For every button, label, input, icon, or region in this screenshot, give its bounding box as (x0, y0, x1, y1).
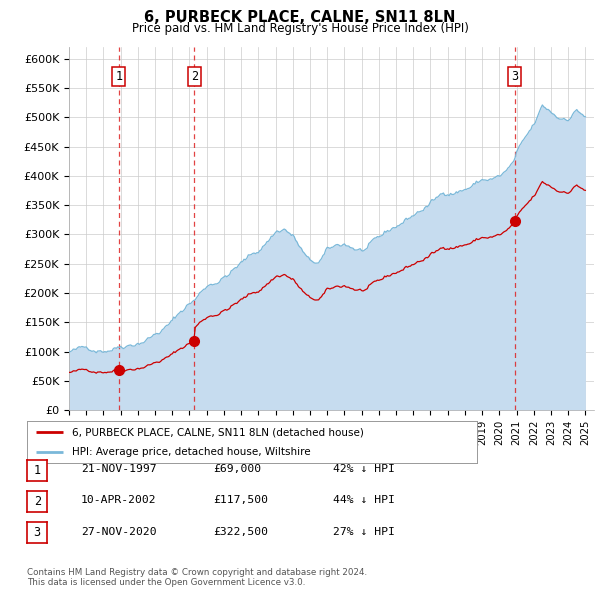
Text: 44% ↓ HPI: 44% ↓ HPI (333, 496, 395, 505)
Text: Price paid vs. HM Land Registry's House Price Index (HPI): Price paid vs. HM Land Registry's House … (131, 22, 469, 35)
Text: HPI: Average price, detached house, Wiltshire: HPI: Average price, detached house, Wilt… (72, 447, 311, 457)
Text: £322,500: £322,500 (213, 527, 268, 536)
Text: 1: 1 (115, 70, 122, 83)
Text: 2: 2 (191, 70, 198, 83)
Text: 2: 2 (34, 495, 41, 508)
Text: 6, PURBECK PLACE, CALNE, SN11 8LN (detached house): 6, PURBECK PLACE, CALNE, SN11 8LN (detac… (72, 427, 364, 437)
Text: 27% ↓ HPI: 27% ↓ HPI (333, 527, 395, 536)
Text: 10-APR-2002: 10-APR-2002 (81, 496, 157, 505)
Text: 27-NOV-2020: 27-NOV-2020 (81, 527, 157, 536)
Text: 21-NOV-1997: 21-NOV-1997 (81, 464, 157, 474)
Text: £69,000: £69,000 (213, 464, 261, 474)
Text: 6, PURBECK PLACE, CALNE, SN11 8LN: 6, PURBECK PLACE, CALNE, SN11 8LN (145, 10, 455, 25)
Text: £117,500: £117,500 (213, 496, 268, 505)
Text: Contains HM Land Registry data © Crown copyright and database right 2024.
This d: Contains HM Land Registry data © Crown c… (27, 568, 367, 587)
Text: 42% ↓ HPI: 42% ↓ HPI (333, 464, 395, 474)
Text: 1: 1 (34, 464, 41, 477)
Text: 3: 3 (34, 526, 41, 539)
Text: 3: 3 (511, 70, 518, 83)
